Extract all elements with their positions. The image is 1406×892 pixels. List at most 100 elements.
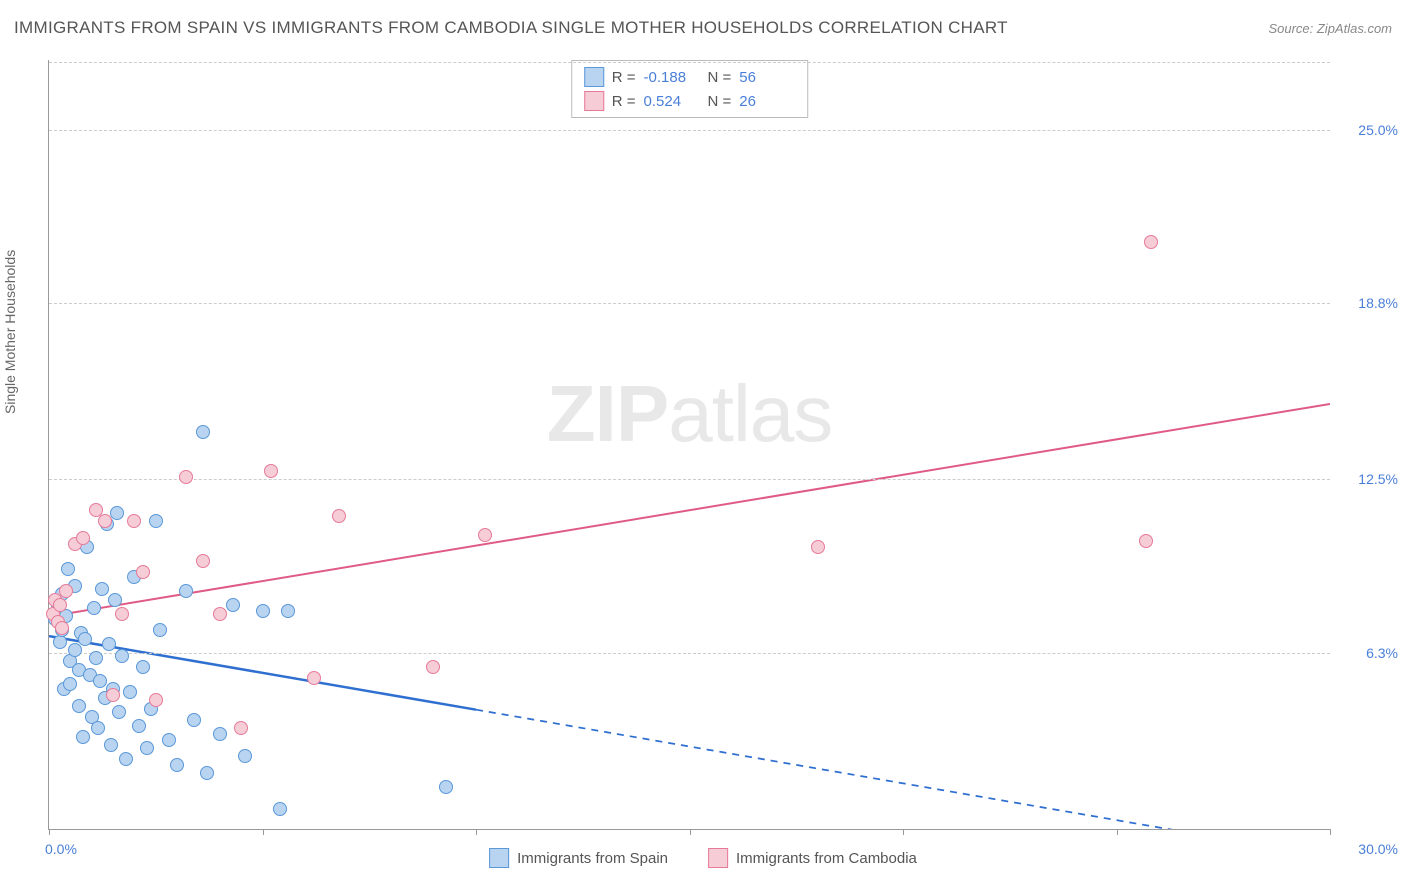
stats-legend-row: R = 0.524 N = 26 (584, 89, 796, 113)
x-tick (903, 829, 904, 835)
data-point (226, 598, 240, 612)
data-point (439, 780, 453, 794)
x-tick (1330, 829, 1331, 835)
data-point (102, 637, 116, 651)
data-point (140, 741, 154, 755)
data-point (478, 528, 492, 542)
data-point (187, 713, 201, 727)
data-point (95, 582, 109, 596)
legend-swatch (708, 848, 728, 868)
r-value: 0.524 (644, 93, 700, 110)
data-point (1139, 534, 1153, 548)
data-point (89, 651, 103, 665)
data-point (179, 470, 193, 484)
gridline (49, 479, 1330, 480)
n-value: 26 (739, 93, 795, 110)
gridline (49, 62, 1330, 63)
x-tick (263, 829, 264, 835)
watermark: ZIPatlas (547, 368, 832, 460)
data-point (87, 601, 101, 615)
legend-swatch (489, 848, 509, 868)
gridline (49, 130, 1330, 131)
data-point (426, 660, 440, 674)
data-point (213, 607, 227, 621)
data-point (61, 562, 75, 576)
data-point (98, 514, 112, 528)
stats-legend-box: R = -0.188 N = 56 R = 0.524 N = 26 (571, 60, 809, 118)
x-tick (690, 829, 691, 835)
n-value: 56 (739, 69, 795, 86)
data-point (234, 721, 248, 735)
source-attribution: Source: ZipAtlas.com (1268, 21, 1392, 36)
data-point (213, 727, 227, 741)
data-point (115, 649, 129, 663)
y-tick-label: 6.3% (1338, 645, 1398, 661)
y-axis-label: Single Mother Households (2, 250, 18, 414)
x-tick (476, 829, 477, 835)
data-point (72, 699, 86, 713)
data-point (281, 604, 295, 618)
data-point (119, 752, 133, 766)
data-point (170, 758, 184, 772)
data-point (68, 643, 82, 657)
data-point (256, 604, 270, 618)
data-point (59, 584, 73, 598)
series-legend: Immigrants from Spain Immigrants from Cam… (489, 848, 917, 868)
x-axis-min-label: 0.0% (45, 841, 77, 857)
r-value: -0.188 (644, 69, 700, 86)
x-tick (49, 829, 50, 835)
n-label: N = (708, 93, 732, 110)
data-point (108, 593, 122, 607)
data-point (162, 733, 176, 747)
x-tick (1117, 829, 1118, 835)
n-label: N = (708, 69, 732, 86)
stats-legend-row: R = -0.188 N = 56 (584, 65, 796, 89)
legend-item: Immigrants from Cambodia (708, 848, 917, 868)
legend-label: Immigrants from Spain (517, 850, 668, 867)
data-point (196, 554, 210, 568)
data-point (153, 623, 167, 637)
data-point (136, 565, 150, 579)
data-point (811, 540, 825, 554)
trend-lines-layer (49, 60, 1330, 829)
data-point (55, 621, 69, 635)
data-point (307, 671, 321, 685)
data-point (1144, 235, 1158, 249)
data-point (149, 693, 163, 707)
data-point (200, 766, 214, 780)
data-point (273, 802, 287, 816)
data-point (76, 730, 90, 744)
data-point (63, 677, 77, 691)
gridline (49, 653, 1330, 654)
watermark-light: atlas (668, 369, 832, 458)
data-point (115, 607, 129, 621)
data-point (110, 506, 124, 520)
data-point (332, 509, 346, 523)
data-point (196, 425, 210, 439)
y-tick-label: 18.8% (1338, 295, 1398, 311)
r-label: R = (612, 69, 636, 86)
data-point (76, 531, 90, 545)
legend-swatch (584, 91, 604, 111)
legend-swatch (584, 67, 604, 87)
data-point (123, 685, 137, 699)
data-point (264, 464, 278, 478)
title-bar: IMMIGRANTS FROM SPAIN VS IMMIGRANTS FROM… (14, 18, 1392, 38)
chart-title: IMMIGRANTS FROM SPAIN VS IMMIGRANTS FROM… (14, 18, 1008, 38)
data-point (132, 719, 146, 733)
data-point (106, 688, 120, 702)
data-point (91, 721, 105, 735)
data-point (238, 749, 252, 763)
data-point (112, 705, 126, 719)
legend-item: Immigrants from Spain (489, 848, 668, 868)
trend-line (49, 404, 1330, 617)
scatter-plot-area: ZIPatlas R =-0.188N =56R =0.524N =26 0.0… (48, 60, 1330, 830)
r-label: R = (612, 93, 636, 110)
legend-label: Immigrants from Cambodia (736, 850, 917, 867)
data-point (53, 598, 67, 612)
data-point (93, 674, 107, 688)
gridline (49, 303, 1330, 304)
y-tick-label: 25.0% (1338, 122, 1398, 138)
data-point (136, 660, 150, 674)
data-point (149, 514, 163, 528)
